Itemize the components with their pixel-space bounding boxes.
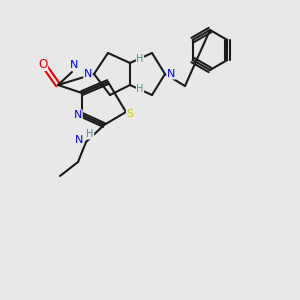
Text: N: N bbox=[167, 69, 175, 79]
Text: O: O bbox=[38, 58, 48, 70]
Text: H: H bbox=[136, 54, 144, 64]
Text: N: N bbox=[84, 69, 92, 79]
Text: H: H bbox=[86, 129, 94, 139]
Text: N: N bbox=[75, 135, 83, 145]
Text: N: N bbox=[70, 60, 78, 70]
Text: H: H bbox=[136, 84, 144, 94]
Text: S: S bbox=[126, 109, 134, 119]
Text: N: N bbox=[74, 110, 82, 120]
